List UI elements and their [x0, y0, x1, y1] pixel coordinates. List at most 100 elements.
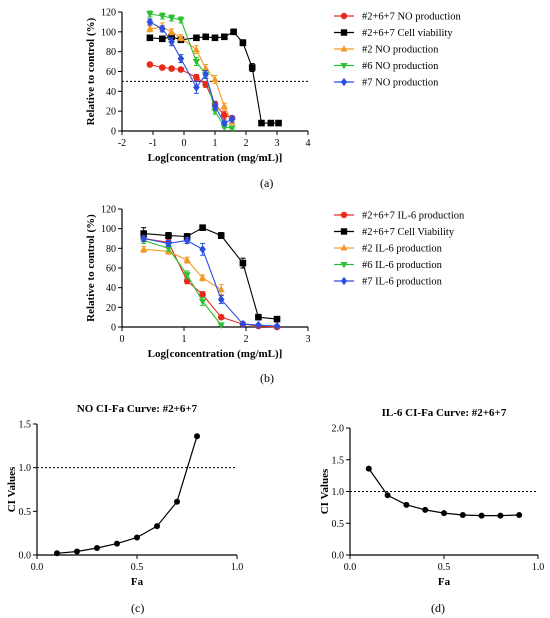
- data-point: [146, 24, 154, 32]
- data-point: [255, 320, 262, 330]
- y-tick-label: 0: [111, 127, 116, 138]
- y-axis-label: Relative to control (%): [85, 214, 97, 322]
- x-axis-label: Log[concentration (mg/mL)]: [148, 152, 283, 164]
- y-tick-label: 20: [106, 107, 116, 118]
- series-2: [140, 245, 225, 296]
- data-point: [183, 256, 191, 263]
- data-point: [199, 291, 206, 298]
- legend-label: #7 NO production: [362, 78, 439, 89]
- caption-a: (a): [260, 176, 274, 190]
- data-point: [217, 285, 225, 293]
- data-point: [202, 70, 209, 79]
- chart-title: NO CI-Fa Curve: #2+6+7: [77, 403, 198, 415]
- series-2: [146, 22, 236, 125]
- data-point: [478, 512, 485, 519]
- series-4: [140, 234, 281, 331]
- data-point: [74, 548, 80, 555]
- panel-a: -2 -1 0 1 2 3 4020406080100120Log[concentratio…: [85, 8, 462, 165]
- legend-marker: [340, 261, 348, 269]
- data-point: [134, 534, 140, 541]
- x-tick-label: 1.0: [231, 562, 244, 573]
- data-point: [441, 510, 447, 517]
- x-tick-label: 0.5: [438, 562, 451, 573]
- data-point: [114, 540, 120, 547]
- y-tick-label: 60: [106, 264, 116, 275]
- data-point: [193, 83, 200, 92]
- legend-marker: [340, 29, 348, 36]
- legend-label: #7 IL-6 production: [362, 277, 443, 288]
- y-tick-label: 2.0: [332, 424, 345, 435]
- data-point: [167, 15, 176, 22]
- data-point: [168, 33, 175, 41]
- caption-c: (c): [131, 601, 145, 615]
- data-point: [422, 506, 429, 513]
- y-tick-label: 20: [106, 303, 116, 314]
- data-point: [199, 245, 206, 254]
- data-point: [239, 39, 247, 47]
- data-point: [165, 239, 172, 248]
- legend-marker: [340, 211, 348, 219]
- data-point: [239, 319, 247, 329]
- data-point: [221, 111, 228, 119]
- data-point: [154, 523, 160, 530]
- data-point: [267, 119, 275, 127]
- y-tick-label: 120: [101, 205, 116, 216]
- y-tick-label: 40: [106, 283, 116, 294]
- y-tick-label: 1.5: [19, 420, 32, 431]
- y-axis-label: CI Values: [319, 468, 331, 514]
- x-tick-label: -2: [118, 138, 126, 149]
- y-tick-label: 0.0: [332, 551, 345, 562]
- data-point: [146, 17, 154, 27]
- data-point: [199, 224, 206, 231]
- x-axis-label: Fa: [438, 576, 451, 588]
- panel-d: 0.0 0.5 1.0 0.0 0.5 1.0 1.5 2.0 Fa CI Values IL-6 …: [319, 407, 544, 588]
- data-point: [140, 245, 148, 252]
- x-tick-label: -1: [149, 138, 157, 149]
- series-line: [368, 468, 520, 517]
- data-point: [192, 45, 201, 53]
- y-tick-label: 0: [111, 323, 116, 334]
- data-point: [217, 313, 225, 321]
- legend: #2+6+7 NO production #2+6+7 Cell viabilit…: [334, 12, 462, 89]
- y-tick-label: 80: [106, 47, 116, 58]
- data-point: [228, 114, 236, 124]
- data-point: [255, 313, 262, 321]
- data-point: [168, 37, 175, 47]
- x-tick-label: 0: [182, 138, 187, 149]
- data-point: [164, 245, 173, 253]
- data-point: [183, 236, 191, 245]
- data-point: [159, 24, 166, 34]
- data-point: [211, 34, 219, 42]
- data-point: [202, 64, 210, 72]
- data-point: [183, 272, 191, 279]
- data-point: [177, 17, 185, 24]
- data-point: [158, 13, 166, 20]
- data-point: [365, 465, 372, 472]
- caption-b: (b): [260, 371, 274, 385]
- x-axis-label: Fa: [131, 576, 144, 588]
- x-tick-label: 1: [182, 334, 187, 345]
- data-point: [202, 33, 209, 41]
- legend-label: #2 IL-6 production: [362, 244, 443, 255]
- data-point: [146, 34, 154, 42]
- data-point: [211, 75, 219, 83]
- x-tick-label: 3: [275, 138, 280, 149]
- series-0: [54, 433, 200, 557]
- series-1: [140, 224, 281, 323]
- data-point: [221, 118, 228, 128]
- x-tick-label: 0.0: [31, 562, 44, 573]
- data-point: [217, 232, 225, 239]
- data-point: [167, 27, 176, 35]
- series-0: [146, 61, 236, 122]
- data-point: [217, 322, 225, 329]
- legend-marker: [340, 244, 348, 251]
- data-point: [220, 124, 228, 131]
- data-point: [459, 511, 466, 518]
- series-line: [149, 64, 233, 119]
- data-point: [275, 119, 282, 127]
- legend-label: #2+6+7 Cell Viability: [362, 227, 455, 238]
- legend-marker: [340, 62, 348, 70]
- y-tick-label: 60: [106, 67, 116, 78]
- y-axis-label: Relative to control (%): [85, 17, 97, 125]
